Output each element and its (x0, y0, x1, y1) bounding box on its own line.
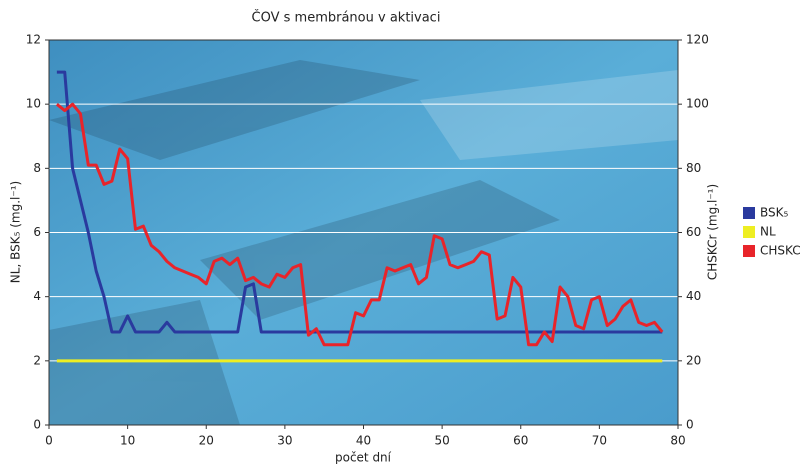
y-tick-label: 12 (26, 33, 41, 47)
y2-tick-label: 20 (686, 353, 701, 367)
y-axis-label: NL, BSK₅ (mg.l⁻¹) (9, 181, 23, 283)
x-tick-label: 30 (277, 434, 292, 448)
y2-tick-label: 80 (686, 161, 701, 175)
x-tick-label: 0 (45, 434, 53, 448)
legend-swatch (743, 207, 755, 219)
y2-tick-label: 40 (686, 289, 701, 303)
y2-axis-label: CHSKCr (mg.l⁻¹) (706, 184, 720, 280)
x-tick-label: 10 (120, 434, 135, 448)
legend-label: BSK₅ (760, 206, 789, 220)
y-tick-label: 0 (33, 418, 41, 432)
chart: ČOV s membránou v aktivaci počet dní NL,… (0, 0, 800, 467)
y-tick-label: 8 (33, 161, 41, 175)
y2-tick-label: 0 (686, 418, 694, 432)
legend-label: NL (760, 225, 776, 239)
legend-swatch (743, 226, 755, 238)
x-tick-label: 40 (356, 434, 371, 448)
y2-tick-label: 100 (686, 97, 709, 111)
x-axis-label: počet dní (335, 451, 392, 465)
y2-tick-label: 120 (686, 33, 709, 47)
y-tick-label: 4 (33, 289, 41, 303)
y2-tick-label: 60 (686, 225, 701, 239)
y-tick-label: 10 (26, 97, 41, 111)
x-tick-label: 60 (513, 434, 528, 448)
x-tick-label: 20 (199, 434, 214, 448)
legend-swatch (743, 245, 755, 257)
chart-title: ČOV s membránou v aktivaci (252, 10, 441, 26)
x-tick-label: 70 (592, 434, 607, 448)
x-tick-label: 50 (434, 434, 449, 448)
x-tick-label: 80 (670, 434, 685, 448)
y-tick-label: 2 (33, 353, 41, 367)
legend-label: CHSKCr (760, 244, 800, 258)
y-tick-label: 6 (33, 225, 41, 239)
